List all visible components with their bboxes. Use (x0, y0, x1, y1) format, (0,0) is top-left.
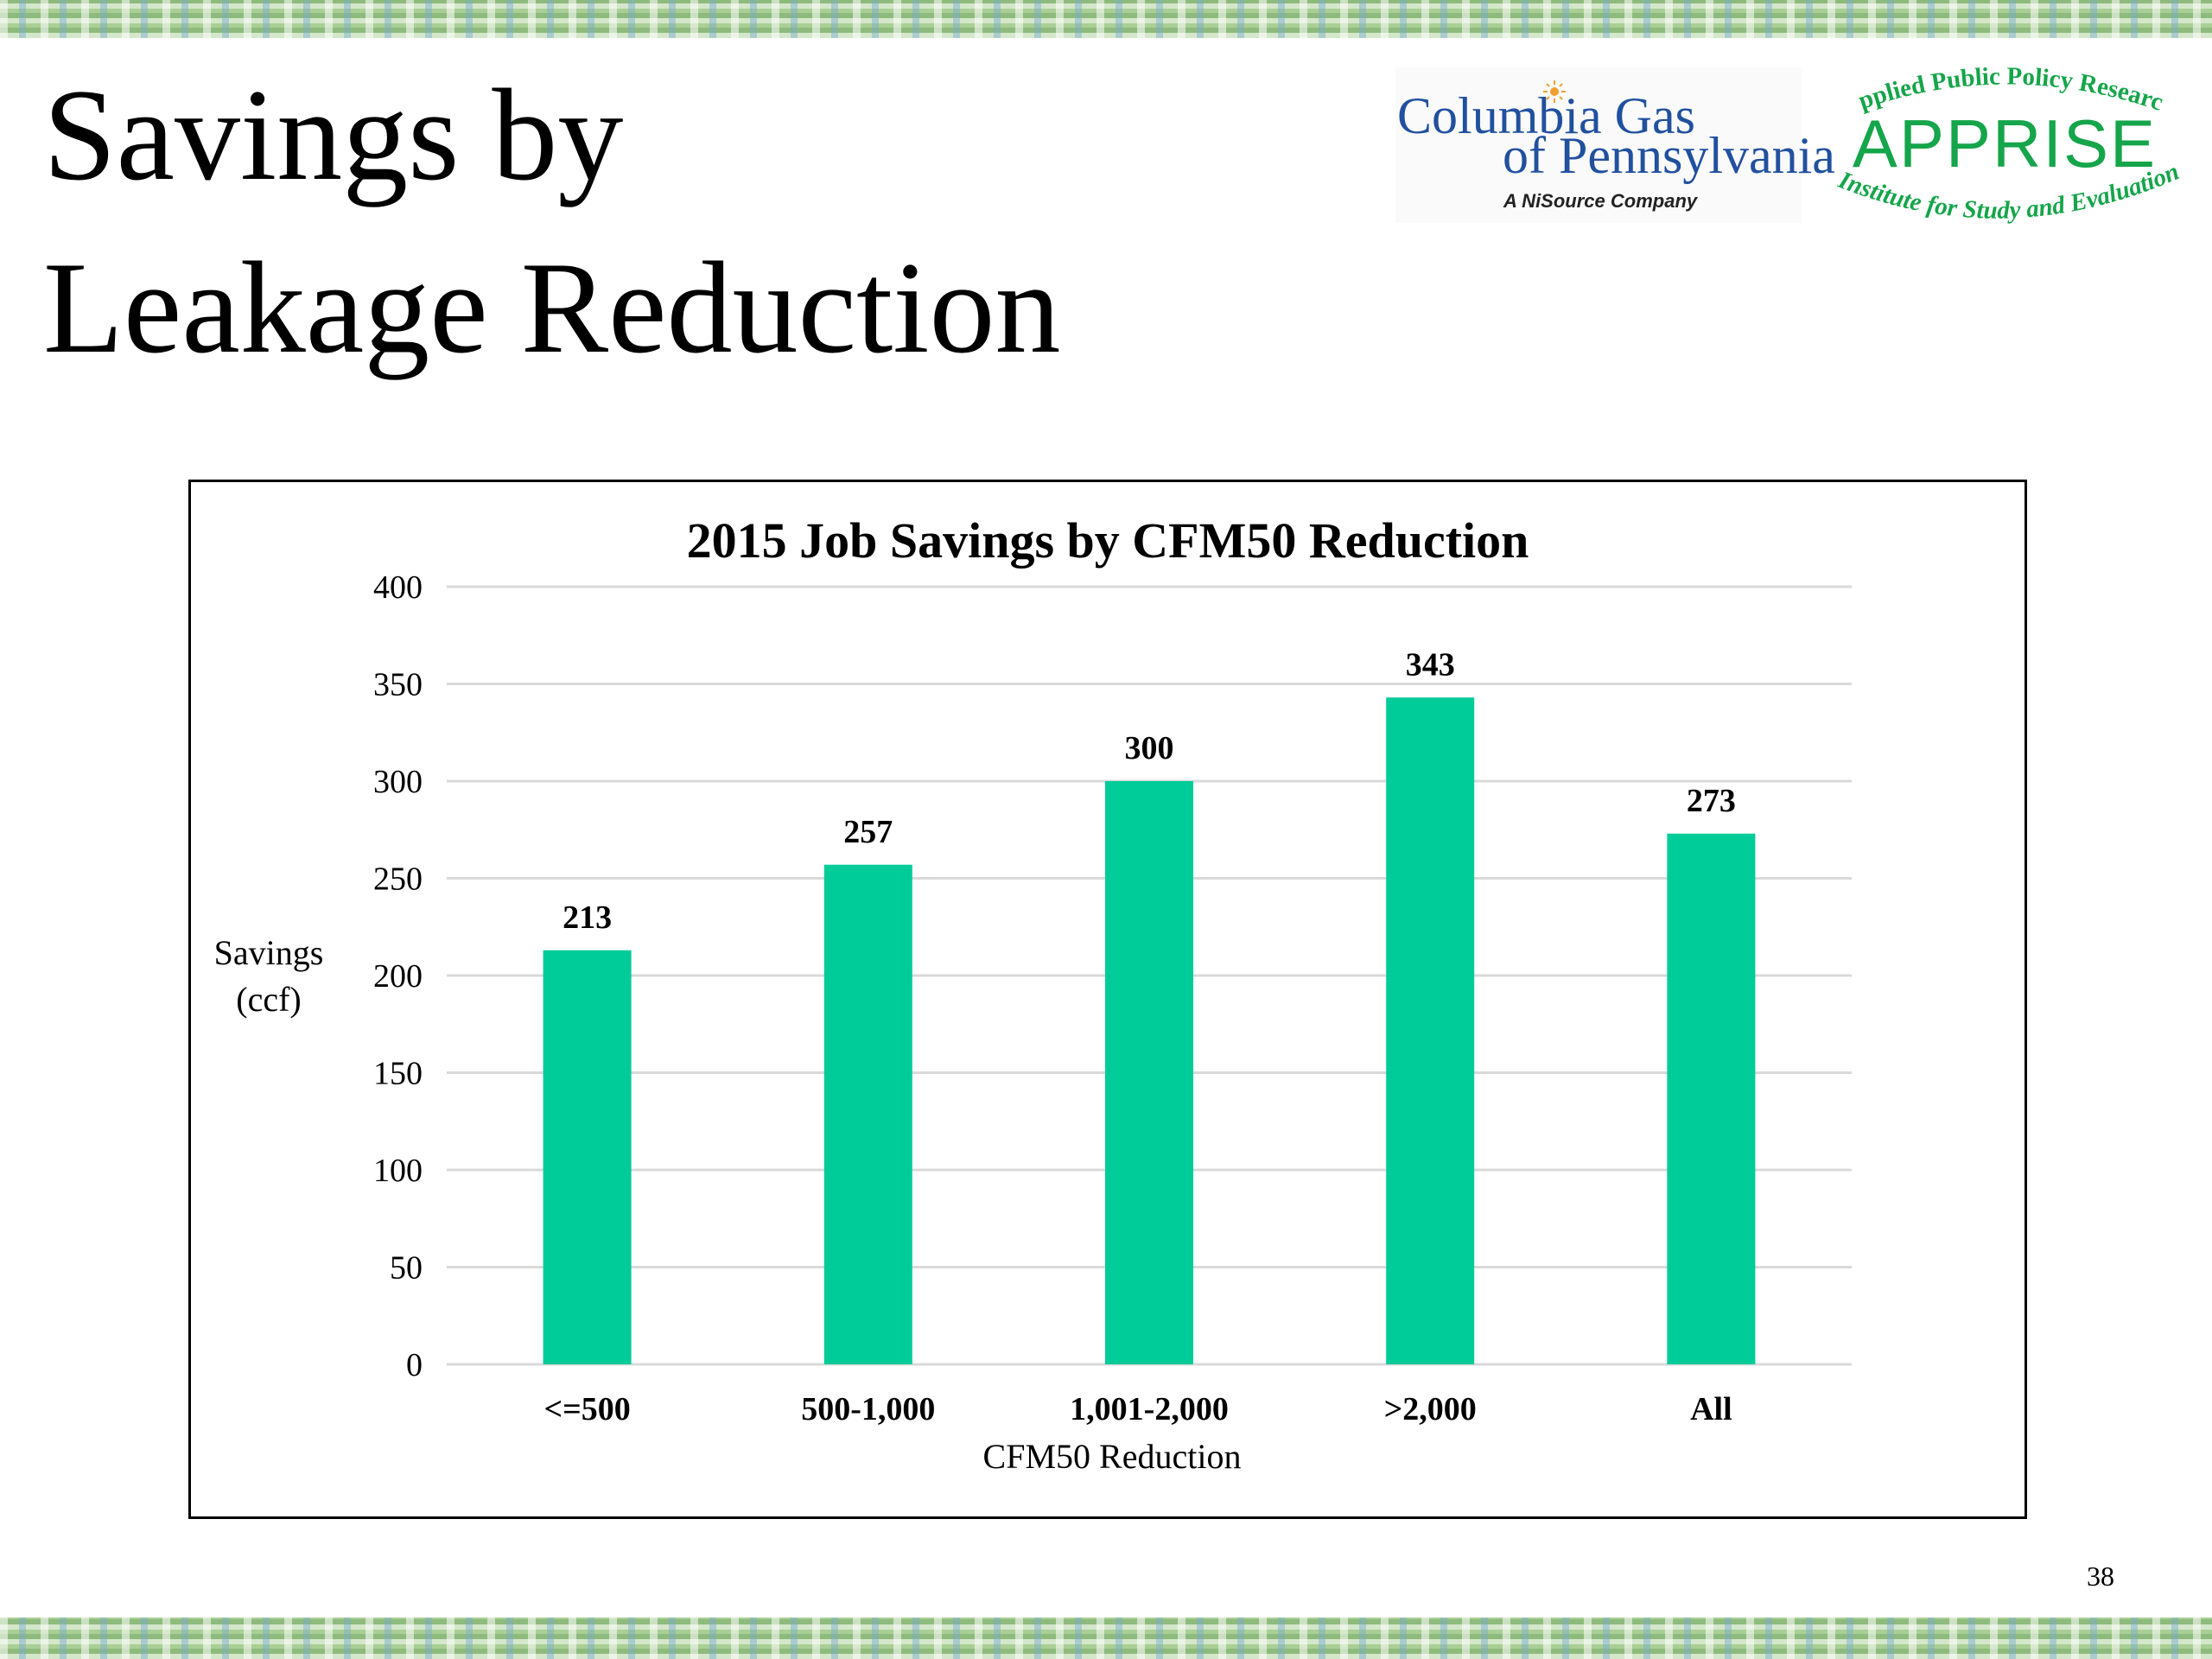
slide-title: Savings by Leakage Reduction (43, 48, 1060, 394)
y-tick-label: 350 (373, 667, 423, 703)
y-tick-label: 200 (373, 958, 423, 995)
slide-title-line2: Leakage Reduction (43, 235, 1061, 380)
x-tick-label: >2,000 (1384, 1391, 1477, 1427)
y-axis-label: Savings (ccf) (208, 930, 329, 1023)
chart-title: 2015 Job Savings by CFM50 Reduction (686, 512, 1529, 569)
columbia-logo-line2: of Pennsylvania (1503, 127, 1835, 184)
slide-title-line1: Savings by (43, 62, 624, 207)
chart-frame: 0 50 100 150 200 250 300 350 400 213 <=500 257 500-1… (188, 480, 2027, 1519)
y-tick-label: 300 (373, 764, 423, 800)
y-tick-label: 50 (390, 1250, 423, 1287)
bar-chart: 0 50 100 150 200 250 300 350 400 213 <=500 257 500-1… (373, 569, 1852, 1427)
columbia-gas-logo: Columbia Gas of Pennsylvania A NiSource … (1395, 67, 1835, 223)
bar-value-label: 343 (1406, 646, 1455, 683)
apprise-arc-text: Applied Public Policy Research Institute… (1819, 48, 2183, 225)
x-tick-label: All (1690, 1391, 1732, 1427)
y-axis-label-line2: (ccf) (236, 980, 302, 1019)
apprise-logo: Applied Public Policy Research Institute… (1819, 48, 2190, 255)
x-tick-label: <=500 (543, 1391, 630, 1427)
y-tick-label: 100 (373, 1153, 423, 1189)
page-number: 38 (2087, 1560, 2114, 1592)
top-decorative-band (0, 0, 2212, 38)
y-axis-label-line1: Savings (213, 933, 324, 972)
apprise-logo-word: APPRISE (1852, 105, 2158, 181)
bar-value-label: 300 (1125, 730, 1174, 766)
y-tick-label: 150 (373, 1056, 423, 1092)
bottom-decorative-band (0, 1618, 2212, 1659)
x-tick-label: 1,001-2,000 (1070, 1391, 1229, 1427)
bar (1386, 697, 1475, 1364)
bar-value-label: 273 (1687, 783, 1736, 819)
bar-value-label: 213 (563, 899, 612, 936)
bar (1667, 833, 1756, 1364)
bar (823, 864, 912, 1364)
bar-value-label: 257 (843, 814, 893, 850)
y-tick-label: 400 (373, 569, 423, 606)
x-axis-label: CFM50 Reduction (982, 1437, 1242, 1476)
bar (543, 950, 632, 1364)
y-tick-label: 0 (406, 1347, 423, 1383)
x-tick-label: 500-1,000 (801, 1391, 935, 1427)
y-tick-label: 250 (373, 861, 423, 898)
columbia-logo-line1: Columbia Gas (1397, 87, 1695, 144)
columbia-logo-subtitle: A NiSource Company (1503, 190, 1698, 212)
bar (1105, 781, 1193, 1364)
sun-icon (1543, 80, 1566, 103)
